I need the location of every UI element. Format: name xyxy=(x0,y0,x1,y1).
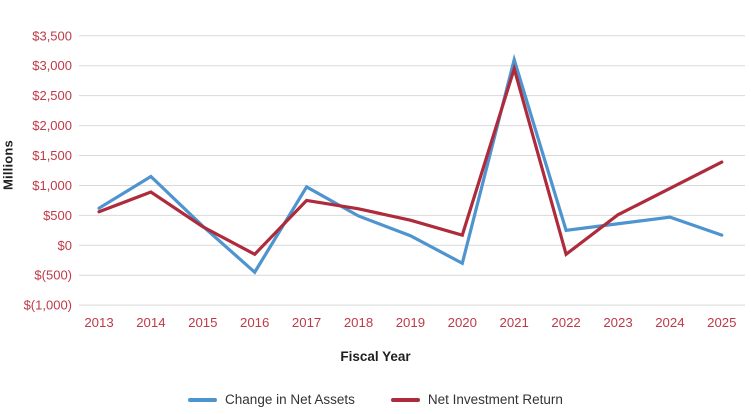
y-tick-label: $2,000 xyxy=(32,118,72,133)
y-tick-label: $2,500 xyxy=(32,88,72,103)
y-tick-label: $3,500 xyxy=(32,28,72,43)
y-tick-label: $(500) xyxy=(34,268,72,283)
series-line-net-investment-return xyxy=(97,63,724,257)
series-line-change-in-net-assets xyxy=(97,53,724,275)
x-axis-title: Fiscal Year xyxy=(340,349,411,364)
y-tick-label: $0 xyxy=(58,238,72,253)
x-tick-label: 2024 xyxy=(655,315,684,330)
chart-plot-area: $3,500 $3,000 $2,500 $2,000 $1,500 $1,000 $500… xyxy=(24,28,745,330)
x-tick-label: 2015 xyxy=(188,315,217,330)
x-tick-label: 2021 xyxy=(500,315,529,330)
y-axis-title: Millions xyxy=(0,140,16,190)
x-tick-label: 2018 xyxy=(344,315,373,330)
legend-item-net-investment-return: Net Investment Return xyxy=(390,392,563,407)
x-tick-label: 2025 xyxy=(707,315,736,330)
x-tick-label: 2016 xyxy=(240,315,269,330)
y-tick-label: $(1,000) xyxy=(24,298,72,313)
x-tick-label: 2022 xyxy=(551,315,580,330)
y-tick-label: $1,500 xyxy=(32,148,72,163)
legend-label: Change in Net Assets xyxy=(225,392,355,407)
y-tick-label: $3,000 xyxy=(32,58,72,73)
legend-line-icon xyxy=(390,397,420,402)
x-tick-label: 2014 xyxy=(136,315,165,330)
x-tick-label: 2019 xyxy=(396,315,425,330)
x-tick-label: 2023 xyxy=(603,315,632,330)
y-tick-label: $500 xyxy=(43,208,72,223)
legend-line-icon xyxy=(188,397,218,402)
x-tick-label: 2020 xyxy=(448,315,477,330)
y-tick-label: $1,000 xyxy=(32,178,72,193)
chart-legend: Change in Net Assets Net Investment Retu… xyxy=(0,392,751,407)
x-tick-label: 2013 xyxy=(84,315,113,330)
x-tick-label: 2017 xyxy=(292,315,321,330)
legend-label: Net Investment Return xyxy=(427,392,563,407)
legend-item-change-in-net-assets: Change in Net Assets xyxy=(188,392,355,407)
